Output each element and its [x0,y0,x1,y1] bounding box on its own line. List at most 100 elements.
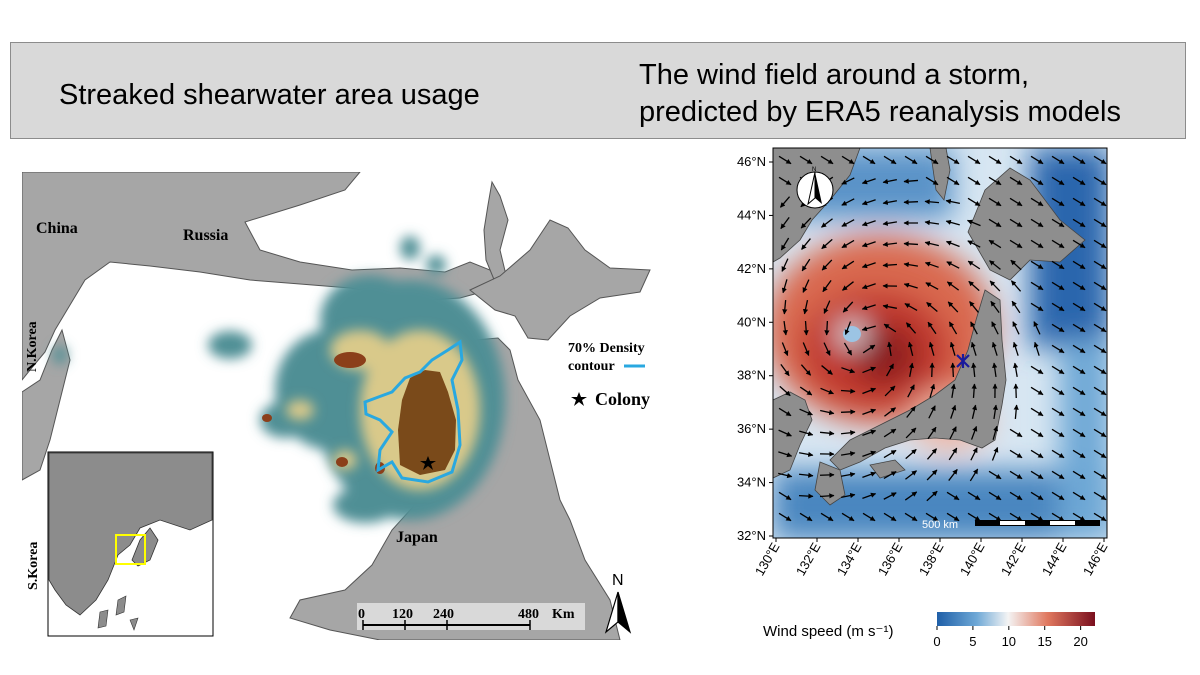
colorbar-tick-label: 5 [969,634,976,649]
wind-arrow [1030,218,1044,228]
wind-arrow [1051,197,1065,207]
left-map: China Russia N.Korea Japan [22,172,690,640]
wind-arrow [1093,155,1107,165]
wind-arrow [904,512,918,522]
wind-arrow [1093,512,1107,522]
wind-arrow [1013,362,1019,378]
wind-arrow [1093,197,1107,207]
wind-arrow [906,406,916,418]
wind-arrow [823,342,831,356]
wind-arrow [1072,218,1086,228]
wind-arrow [1010,280,1022,292]
wind-arrow [925,176,939,186]
wind-arrow [988,491,1002,501]
wind-arrow [925,512,939,522]
wind-arrow [971,383,977,399]
lat-label: 46°N [737,154,766,169]
north-label: N [612,572,624,589]
wind-arrow [882,241,898,247]
wind-arrow [967,219,981,227]
wind-arrow [988,176,1002,186]
wind-arrow [782,320,788,336]
lon-label: 138°E [916,540,947,579]
lon-label: 146°E [1080,540,1111,579]
wind-arrow [862,344,876,354]
wind-arrow [1093,428,1107,438]
wind-arrow [928,341,935,356]
label-japan: Japan [396,529,438,546]
wind-arrow [883,449,897,459]
wind-arrow [799,386,813,396]
wind-arrow [1009,428,1023,438]
wind-arrow [802,342,810,356]
wind-arrow [861,262,876,269]
wind-arrow [950,404,957,419]
lat-label: 36°N [737,421,766,436]
lat-label: 44°N [737,207,766,222]
wind-arrow [799,408,813,416]
wind-arrow [1051,470,1065,480]
wind-arrow [1072,281,1086,291]
wind-arrow [780,363,790,377]
wind-arrow [802,279,810,293]
wind-arrow [992,425,999,440]
wind-arrow [862,429,877,436]
wind-arrow [1072,470,1086,480]
wind-arrow [1051,302,1065,312]
wind-arrow [882,199,898,205]
wind-arrow [1009,197,1023,207]
longitude-labels: 130°E 132°E 134°E 136°E 138°E 140°E 142°E 144°E… [752,538,1111,578]
wind-arrow [823,300,831,314]
wind-arrow [926,302,938,312]
wind-arrow [887,341,893,357]
wind-arrow [1093,281,1107,291]
wind-arrow [819,430,835,436]
lon-label: 144°E [1039,540,1070,579]
wind-arrow [946,491,960,501]
wind-arrow [988,218,1002,228]
wind-arrow [801,258,811,272]
legend-density-line1: 70% Density [568,341,645,356]
wind-arrow [927,321,937,335]
wind-arrow [842,301,854,313]
wind-arrow [801,238,811,250]
wind-arrow [861,304,876,311]
wind-arrow [1011,300,1021,314]
wind-arrow [945,240,960,248]
wind-arrow [1051,260,1065,270]
wind-arrow [862,366,876,374]
legend-colony-star [571,392,587,406]
wind-arrow [992,404,998,420]
wind-arrow [1072,197,1086,207]
wind-arrow [1030,302,1044,312]
wind-arrow [820,512,834,522]
wind-arrow [1012,321,1020,335]
compass-n: N [812,167,816,173]
wind-arrow [824,320,830,336]
wind-arrow [1093,218,1107,228]
wind-arrow [1093,449,1107,459]
wind-arrow [883,471,897,479]
wind-arrow [991,321,999,335]
scale-tick-240: 240 [433,607,454,622]
lat-label: 34°N [737,475,766,490]
colorbar-tick-label: 0 [933,634,940,649]
wind-arrow [1093,344,1107,354]
wind-arrow [1051,176,1065,186]
wind-arrow [844,321,852,336]
wind-arrow [820,387,834,395]
wind-arrow [822,279,832,293]
wind-arrow [799,512,813,522]
lon-label: 140°E [957,540,988,579]
wind-arrow [1009,176,1023,186]
wind-arrow [945,219,960,226]
wind-arrow [883,512,897,522]
wind-arrow [862,408,877,416]
wind-arrow [1030,386,1044,396]
density-contour [363,339,464,484]
label-nkorea: N.Korea [25,321,40,372]
wind-arrow [1030,176,1044,186]
wind-arrow [905,470,917,480]
wind-arrow [861,283,876,290]
wind-arrow [1009,512,1023,522]
